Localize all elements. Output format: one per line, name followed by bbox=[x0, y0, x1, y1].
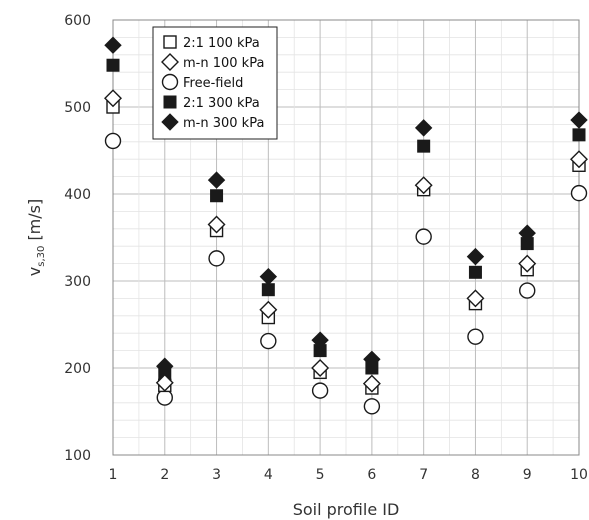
data-point-filled-square bbox=[417, 139, 431, 153]
legend-item: m-n 300 kPa bbox=[161, 113, 264, 131]
y-axis-title: vs,30 [m/s] bbox=[25, 199, 47, 276]
y-tick-label: 300 bbox=[64, 274, 91, 290]
data-point-open-circle bbox=[467, 328, 484, 345]
data-point-open-circle bbox=[104, 132, 122, 150]
plot-border bbox=[112, 19, 580, 456]
data-point-filled-square bbox=[468, 265, 482, 279]
legend-label: 2:1 100 kPa bbox=[183, 36, 260, 51]
x-tick-label: 8 bbox=[471, 467, 480, 483]
x-tick-label: 2 bbox=[160, 467, 169, 483]
legend-item: Free-field bbox=[161, 73, 243, 91]
legend: 2:1 100 kPa m-n 100 kPa Free-field 2:1 300 … bbox=[152, 26, 278, 140]
data-point-filled-square bbox=[572, 128, 586, 142]
x-tick-label: 5 bbox=[316, 467, 325, 483]
data-point-open-circle bbox=[363, 398, 381, 415]
data-point-filled-diamond bbox=[466, 247, 485, 266]
data-point-filled-diamond bbox=[518, 224, 536, 242]
data-point-open-diamond bbox=[570, 150, 588, 169]
legend-label: m-n 100 kPa bbox=[183, 56, 264, 71]
data-point-open-circle bbox=[415, 228, 432, 245]
legend-marker-filled-diamond bbox=[161, 113, 179, 131]
data-point-open-diamond bbox=[311, 359, 330, 377]
y-axis-title-subscript: s,30 bbox=[36, 246, 47, 267]
y-tick-label: 600 bbox=[64, 13, 91, 29]
x-tick-label: 6 bbox=[367, 467, 376, 483]
y-tick-labels: 100 200 300 400 500 600 bbox=[64, 13, 91, 464]
legend-marker-filled-square bbox=[163, 95, 177, 109]
data-point-open-circle bbox=[311, 382, 329, 399]
data-point-open-diamond bbox=[466, 289, 485, 308]
legend-item: 2:1 100 kPa bbox=[163, 35, 260, 51]
data-point-open-diamond bbox=[414, 176, 433, 195]
legend-marker-open-circle bbox=[161, 73, 179, 91]
data-point-filled-diamond bbox=[259, 267, 278, 286]
legend-item: 2:1 300 kPa bbox=[163, 95, 260, 111]
data-point-open-circle bbox=[519, 282, 536, 299]
data-point-filled-square bbox=[261, 283, 275, 297]
y-tick-label: 200 bbox=[64, 361, 91, 377]
x-tick-label: 9 bbox=[523, 467, 532, 483]
legend-marker-open-diamond bbox=[161, 53, 179, 71]
data-point-open-circle bbox=[156, 389, 173, 406]
legend-item: m-n 100 kPa bbox=[161, 53, 264, 71]
x-tick-label: 3 bbox=[212, 467, 221, 483]
data-point-filled-diamond bbox=[414, 119, 433, 137]
x-tick-labels: 1 2 3 4 5 6 7 8 9 10 bbox=[109, 467, 588, 483]
x-tick-label: 10 bbox=[570, 467, 588, 483]
data-points bbox=[104, 36, 588, 415]
data-point-filled-diamond bbox=[207, 171, 226, 189]
data-point-open-circle bbox=[208, 250, 225, 267]
legend-label: m-n 300 kPa bbox=[183, 116, 264, 131]
data-point-filled-diamond bbox=[363, 350, 381, 369]
y-tick-label: 400 bbox=[64, 187, 91, 203]
data-point-filled-diamond bbox=[104, 36, 122, 54]
x-tick-label: 7 bbox=[419, 467, 428, 483]
data-point-open-diamond bbox=[104, 89, 122, 108]
x-tick-label: 4 bbox=[264, 467, 273, 483]
data-point-filled-diamond bbox=[311, 331, 329, 349]
data-point-open-diamond bbox=[362, 374, 381, 393]
data-point-filled-diamond bbox=[570, 111, 588, 129]
data-point-open-diamond bbox=[207, 215, 226, 234]
y-tick-label: 100 bbox=[64, 448, 91, 464]
x-tick-label: 1 bbox=[109, 467, 118, 483]
y-tick-label: 500 bbox=[64, 100, 91, 116]
data-point-open-diamond bbox=[518, 254, 537, 273]
legend-marker-open-square bbox=[163, 35, 177, 49]
data-point-open-circle bbox=[260, 332, 277, 350]
data-point-filled-square bbox=[210, 189, 224, 203]
data-point-open-diamond bbox=[259, 300, 278, 319]
legend-label: Free-field bbox=[183, 76, 243, 91]
data-point-open-diamond bbox=[155, 373, 174, 392]
y-axis-title-main: v bbox=[25, 267, 44, 276]
data-point-filled-square bbox=[106, 58, 120, 72]
legend-label: 2:1 300 kPa bbox=[183, 96, 260, 111]
data-point-open-circle bbox=[570, 184, 588, 202]
y-axis-title-unit: [m/s] bbox=[25, 199, 44, 246]
x-axis-title: Soil profile ID bbox=[293, 500, 400, 519]
